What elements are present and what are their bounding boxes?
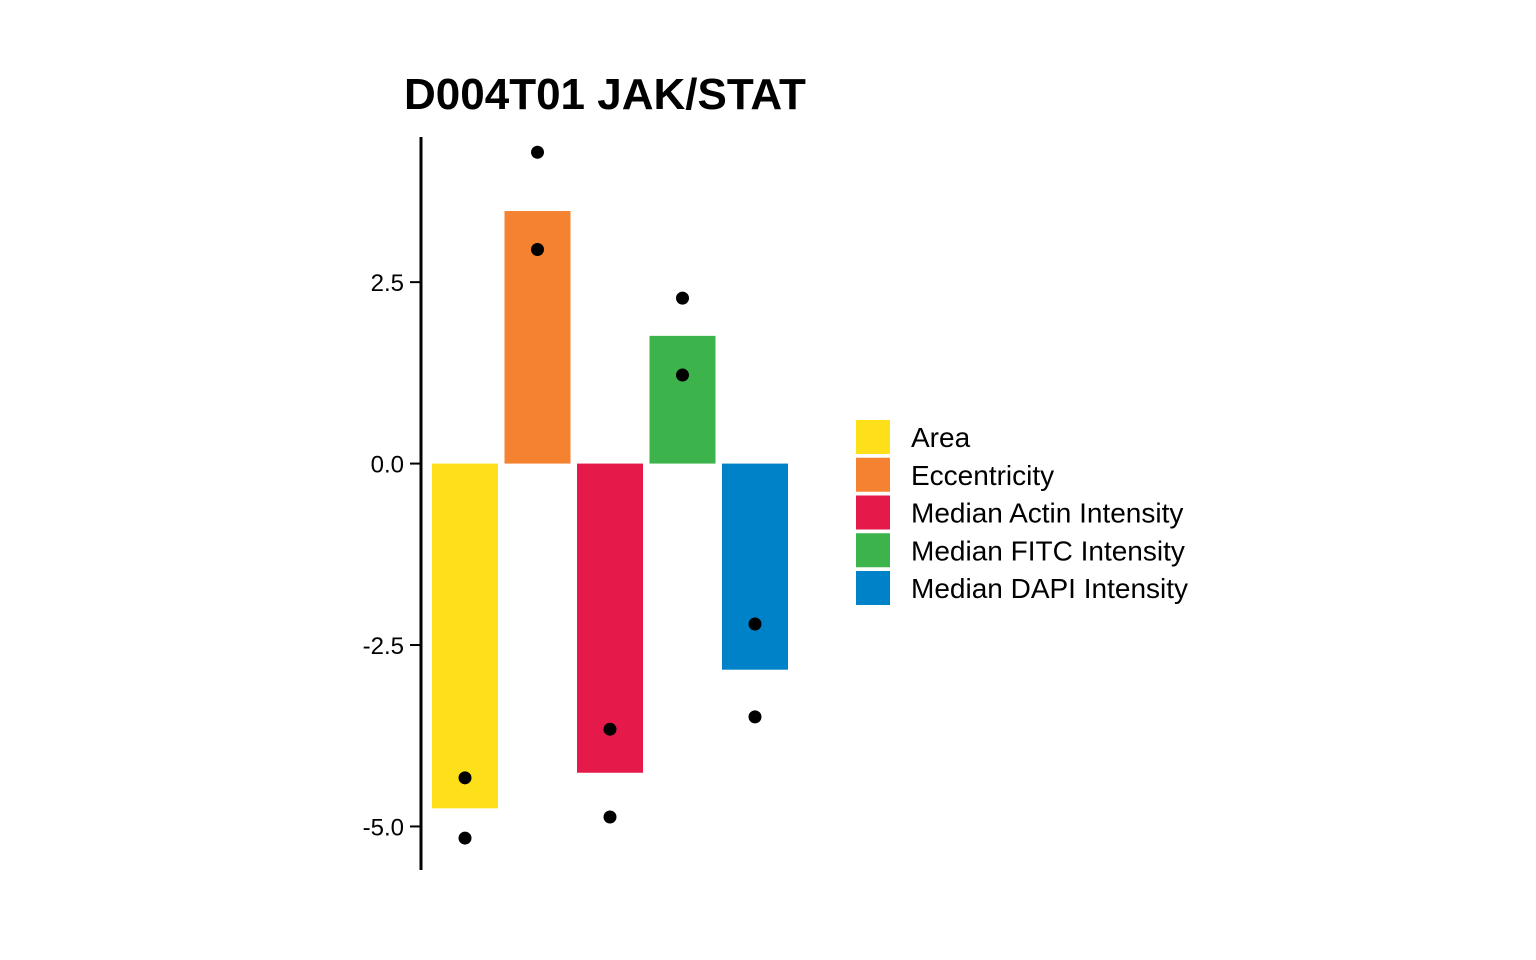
y-tick-label: 2.5 bbox=[371, 270, 404, 297]
legend-key-median-actin-intensity bbox=[856, 495, 890, 530]
legend-label-eccentricity: Eccentricity bbox=[911, 460, 1054, 491]
legend-label-median-dapi-intensity: Median DAPI Intensity bbox=[911, 573, 1188, 604]
y-tick-label: -2.5 bbox=[363, 633, 404, 660]
point-median-dapi-intensity-1 bbox=[748, 617, 762, 631]
y-tick-label: 0.0 bbox=[371, 452, 404, 479]
bar-area bbox=[432, 463, 498, 809]
point-area-2 bbox=[458, 831, 472, 845]
legend-key-eccentricity bbox=[856, 457, 890, 492]
point-median-actin-intensity-2 bbox=[603, 810, 617, 824]
point-eccentricity-1 bbox=[531, 145, 544, 159]
legend-label-area: Area bbox=[911, 422, 971, 453]
bar-median-dapi-intensity bbox=[722, 463, 788, 670]
legend-key-median-fitc-intensity bbox=[856, 533, 890, 568]
y-tick-label: -5.0 bbox=[363, 814, 404, 841]
bar-median-fitc-intensity bbox=[649, 335, 716, 464]
point-median-fitc-intensity-2 bbox=[676, 368, 689, 382]
bars-group bbox=[432, 211, 788, 809]
legend-key-area bbox=[856, 420, 890, 454]
points-group bbox=[458, 145, 762, 845]
point-eccentricity-2 bbox=[531, 242, 544, 256]
point-median-actin-intensity-1 bbox=[603, 722, 617, 736]
bar-median-actin-intensity bbox=[577, 463, 643, 773]
point-area-1 bbox=[458, 771, 472, 785]
legend-label-median-fitc-intensity: Median FITC Intensity bbox=[911, 535, 1185, 566]
chart-title: D004T01 JAK/STAT bbox=[404, 70, 806, 119]
legend: Area Eccentricity Median Actin Intensity Me… bbox=[856, 420, 1188, 605]
legend-key-median-dapi-intensity bbox=[856, 571, 890, 605]
point-median-dapi-intensity-2 bbox=[748, 710, 762, 724]
point-median-fitc-intensity-1 bbox=[676, 291, 689, 305]
y-axis-ticks: 2.5 0.0 -2.5 -5.0 bbox=[363, 270, 421, 841]
legend-label-median-actin-intensity: Median Actin Intensity bbox=[911, 498, 1183, 529]
